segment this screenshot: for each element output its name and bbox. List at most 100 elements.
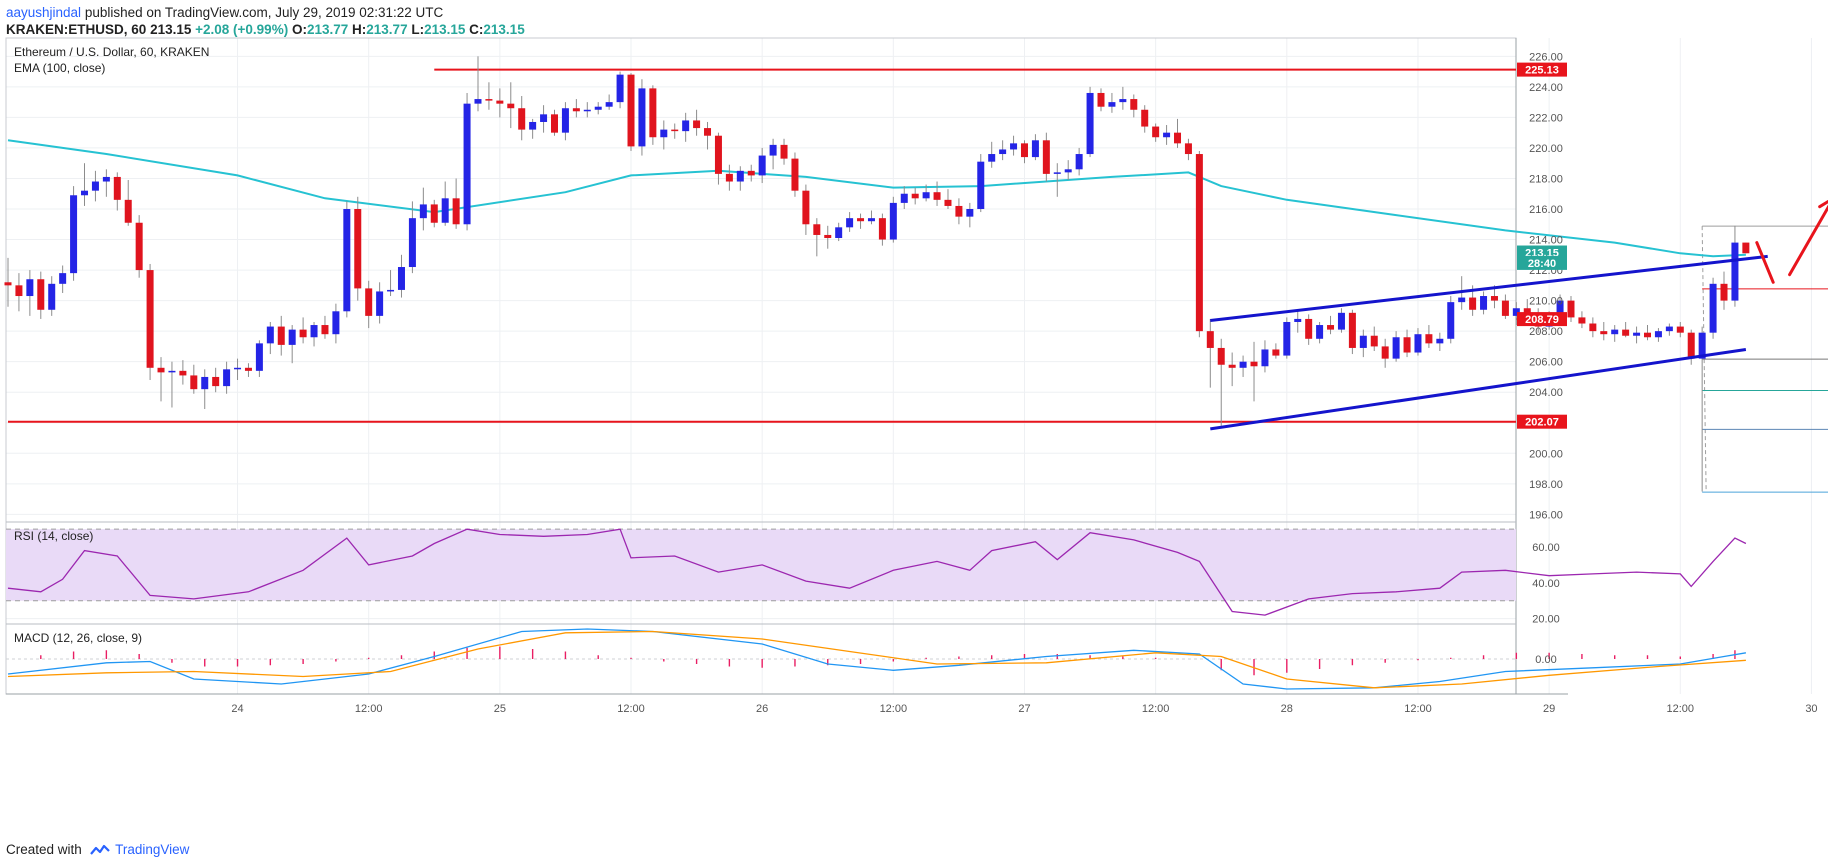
candle-body	[1174, 132, 1182, 144]
candle-body	[430, 204, 438, 223]
candle-down	[277, 315, 285, 356]
interval-label: 60	[131, 22, 147, 37]
candle-body	[1720, 283, 1728, 301]
candle-body	[1589, 323, 1597, 332]
x-tick-label: 24	[231, 703, 243, 715]
symbol-ohlc-row: KRAKEN:ETHUSD, 60 213.15 +2.08 (+0.99%) …	[6, 22, 525, 37]
candle-down	[1687, 329, 1695, 365]
candle-body	[955, 205, 963, 217]
candle-body	[1414, 334, 1422, 353]
candle-body	[299, 329, 307, 338]
candle-body	[1261, 349, 1269, 367]
candle-down	[1217, 338, 1225, 426]
rsi-pane[interactable]	[6, 528, 1747, 616]
candle-down	[430, 199, 438, 228]
candle-body	[966, 209, 974, 217]
candle-body	[452, 198, 460, 225]
candle-down	[1272, 343, 1280, 359]
candle-down	[933, 181, 941, 206]
candle-up	[1359, 329, 1367, 358]
candle-body	[4, 282, 12, 286]
author-link[interactable]: aayushjindal	[6, 5, 82, 20]
price-tag-label: 208.79	[1525, 314, 1559, 326]
candle-down	[485, 82, 493, 110]
price-change: +2.08 (+0.99%)	[195, 22, 289, 37]
candle-body	[365, 288, 373, 316]
candle-body	[1316, 325, 1324, 339]
candle-body	[1130, 99, 1138, 110]
low-value: 213.15	[424, 22, 466, 37]
candle-up	[999, 140, 1007, 161]
candle-down	[507, 82, 515, 129]
candle-up	[1119, 86, 1127, 110]
macd-pane[interactable]	[6, 628, 1747, 690]
candle-body	[102, 176, 110, 182]
close-label: C:	[469, 22, 484, 37]
candle-up	[922, 184, 930, 202]
candle-body	[1075, 154, 1083, 170]
candle-down	[212, 367, 220, 393]
y-tick-label: 210.00	[1529, 296, 1563, 308]
x-tick-label: 12:00	[1667, 703, 1695, 715]
candle-up	[1064, 160, 1072, 180]
candle-down	[1130, 94, 1138, 118]
tradingview-link[interactable]: TradingView	[115, 842, 190, 857]
candle-body	[1392, 337, 1400, 359]
candle-body	[747, 170, 755, 176]
candle-up	[769, 138, 777, 170]
candle-body	[1578, 317, 1586, 324]
candle-up	[758, 147, 766, 184]
candle-up	[168, 361, 176, 408]
candle-up	[102, 169, 110, 197]
candle-down	[244, 363, 252, 377]
candle-up	[59, 265, 67, 293]
price-tag	[1517, 312, 1567, 327]
candle-up	[419, 187, 427, 231]
price-pane[interactable]: 0(214.88)0.236(210.77)0.5(206.17)0.618(2…	[4, 56, 1828, 493]
x-tick-label: 30	[1805, 703, 1817, 715]
candle-body	[900, 193, 908, 203]
candle-body	[507, 103, 515, 109]
candle-body	[649, 88, 657, 138]
candle-body	[791, 158, 799, 191]
candle-body	[1064, 169, 1072, 173]
candle-up	[91, 170, 99, 202]
candle-down	[190, 364, 198, 394]
candle-body	[387, 289, 395, 292]
footer: Created with TradingView	[6, 842, 189, 857]
candle-down	[1141, 105, 1149, 133]
publish-header: aayushjindal published on TradingView.co…	[0, 0, 1828, 42]
candle-body	[1086, 92, 1094, 155]
candle-body	[1108, 102, 1116, 107]
candle-down	[671, 123, 679, 139]
candle-body	[824, 234, 832, 239]
candle-down	[496, 88, 504, 118]
candle-up	[70, 186, 78, 281]
rsi-tick-label: 60.00	[1532, 542, 1560, 554]
candle-body	[518, 108, 526, 130]
candle-body	[835, 227, 843, 239]
candle-down	[1381, 338, 1389, 368]
candle-body	[1283, 321, 1291, 356]
candle-body	[878, 218, 886, 240]
candle-up	[605, 94, 613, 110]
candle-up	[1480, 291, 1488, 315]
candle-body	[277, 326, 285, 345]
candle-body	[1676, 326, 1684, 333]
candle-body	[1305, 318, 1313, 339]
candle-body	[551, 114, 558, 133]
candle-up	[1392, 331, 1400, 362]
candle-up	[397, 254, 405, 298]
candle-down	[944, 189, 952, 210]
candle-down	[1020, 140, 1028, 164]
candle-down	[1152, 123, 1160, 142]
candle-up	[1731, 225, 1739, 307]
candle-down	[1578, 311, 1586, 329]
candle-down	[911, 187, 919, 205]
candle-body	[944, 199, 952, 206]
candle-down	[4, 257, 12, 307]
candle-body	[179, 370, 187, 376]
candle-body	[397, 267, 405, 290]
candle-down	[714, 132, 722, 185]
